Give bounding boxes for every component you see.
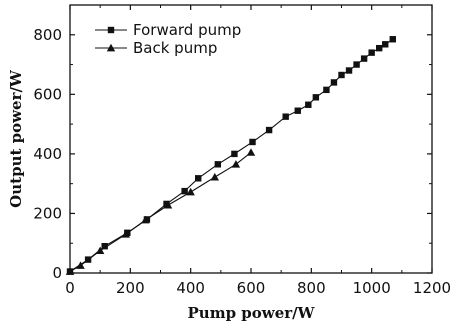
data-point [353, 61, 360, 68]
data-point [345, 67, 353, 74]
x-tick-label: 1200 [413, 279, 451, 297]
data-point [210, 172, 219, 181]
data-point [312, 94, 320, 101]
data-point [181, 187, 188, 195]
data-point [265, 126, 273, 134]
data-point [323, 86, 330, 94]
x-tick-label: 800 [297, 279, 326, 297]
data-point [305, 101, 312, 108]
data-point [376, 44, 383, 52]
x-tick-label: 1000 [353, 279, 391, 297]
y-tick-label: 800 [33, 26, 62, 44]
x-tick-label: 0 [65, 279, 75, 297]
data-point [95, 246, 105, 255]
data-point [163, 200, 173, 209]
y-tick-label: 400 [33, 145, 62, 163]
y-tick-label: 600 [33, 85, 62, 103]
x-tick-label: 600 [237, 279, 266, 297]
x-tick-label: 200 [116, 279, 145, 297]
y-tick-label: 0 [52, 264, 62, 282]
y-axis-label: Output power/W [7, 69, 25, 208]
data-point [231, 160, 241, 168]
legend-item: Forward pump [95, 21, 241, 39]
series-forward-pump [66, 36, 396, 275]
x-axis-label: Pump power/W [188, 304, 316, 322]
data-point [360, 55, 368, 62]
data-point [141, 215, 150, 224]
data-point [382, 41, 389, 48]
data-point [282, 113, 289, 120]
data-point [246, 148, 256, 156]
data-point [368, 49, 375, 56]
plot-area: 0 200 400 600 800 1000 1200 0 200 400 600 800 [33, 4, 451, 297]
data-point [214, 161, 222, 168]
data-point [121, 230, 131, 238]
legend-label: Back pump [133, 39, 217, 57]
series-layer [65, 36, 396, 275]
legend-marker [107, 26, 115, 34]
data-point [186, 187, 195, 196]
data-point [330, 79, 338, 86]
legend-item: Back pump [95, 39, 217, 57]
data-point [76, 261, 85, 269]
series-back-pump [65, 148, 256, 275]
data-point [101, 243, 108, 250]
data-point [338, 71, 345, 79]
data-point [389, 36, 396, 43]
data-point [249, 138, 256, 146]
x-tick-label: 400 [176, 279, 205, 297]
data-point [195, 175, 202, 182]
series-line [69, 151, 252, 272]
y-tick-label: 200 [33, 204, 62, 222]
data-point [231, 150, 238, 158]
legend-label: Forward pump [133, 21, 241, 39]
data-point [294, 107, 301, 114]
legend-marker [106, 43, 116, 52]
data-point [65, 267, 75, 275]
